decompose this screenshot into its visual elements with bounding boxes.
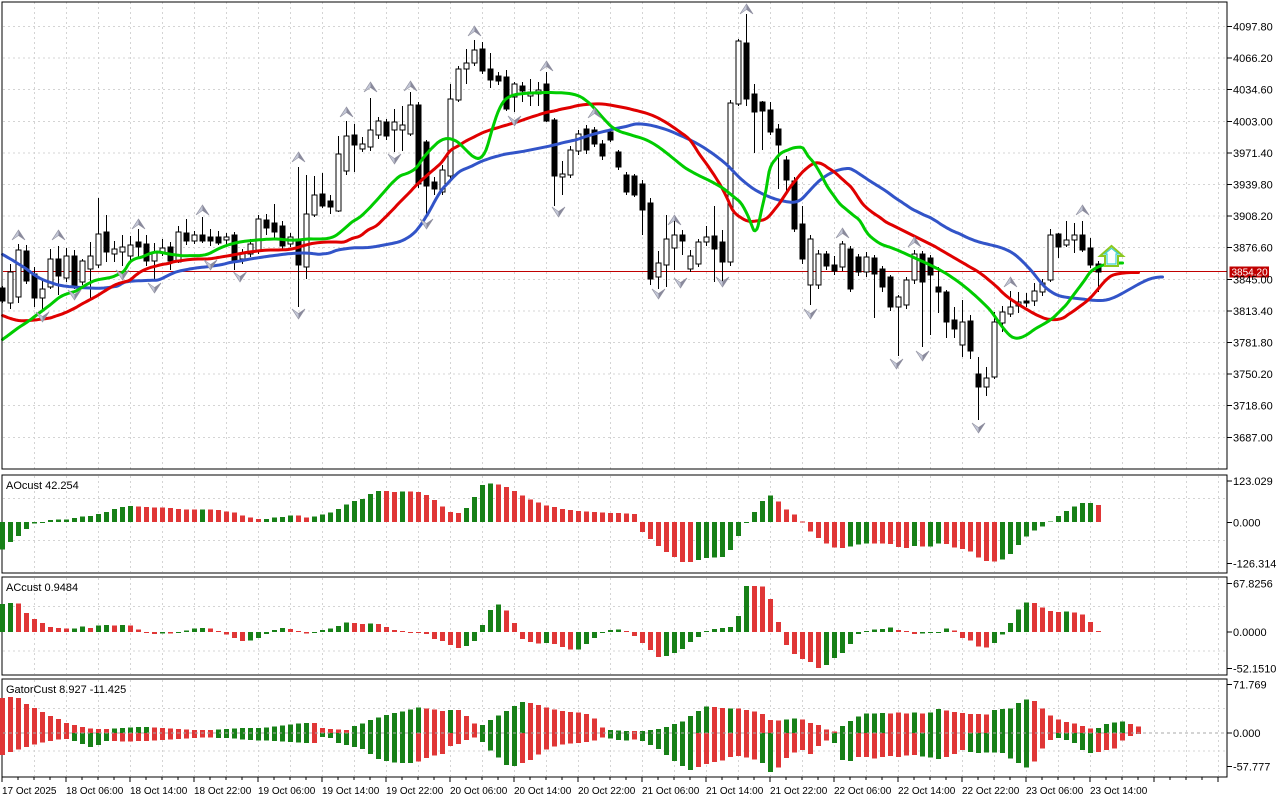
svg-text:3908.20: 3908.20 — [1233, 211, 1273, 223]
svg-text:-126.314: -126.314 — [1233, 559, 1276, 571]
svg-text:3750.20: 3750.20 — [1233, 369, 1273, 381]
svg-text:21 Oct 22:00: 21 Oct 22:00 — [770, 786, 828, 797]
svg-text:22 Oct 22:00: 22 Oct 22:00 — [962, 786, 1020, 797]
svg-text:18 Oct 14:00: 18 Oct 14:00 — [130, 786, 188, 797]
svg-text:21 Oct 06:00: 21 Oct 06:00 — [642, 786, 700, 797]
svg-text:3971.40: 3971.40 — [1233, 148, 1273, 160]
svg-text:22 Oct 06:00: 22 Oct 06:00 — [834, 786, 892, 797]
svg-text:0.0000: 0.0000 — [1233, 627, 1267, 639]
svg-text:3781.80: 3781.80 — [1233, 338, 1273, 350]
svg-text:71.769: 71.769 — [1233, 680, 1267, 692]
svg-text:20 Oct 14:00: 20 Oct 14:00 — [514, 786, 572, 797]
svg-text:ACcust 0.9484: ACcust 0.9484 — [6, 582, 78, 594]
svg-text:3845.00: 3845.00 — [1233, 274, 1273, 286]
svg-text:3718.60: 3718.60 — [1233, 401, 1273, 413]
svg-text:19 Oct 14:00: 19 Oct 14:00 — [322, 786, 380, 797]
svg-text:67.8256: 67.8256 — [1233, 579, 1273, 591]
svg-text:-52.1510: -52.1510 — [1233, 664, 1276, 676]
svg-text:19 Oct 06:00: 19 Oct 06:00 — [258, 786, 316, 797]
svg-text:3939.80: 3939.80 — [1233, 180, 1273, 192]
svg-text:123.029: 123.029 — [1233, 476, 1273, 488]
svg-text:4066.20: 4066.20 — [1233, 53, 1273, 65]
svg-text:18 Oct 06:00: 18 Oct 06:00 — [66, 786, 124, 797]
svg-text:20 Oct 06:00: 20 Oct 06:00 — [450, 786, 508, 797]
svg-text:22 Oct 14:00: 22 Oct 14:00 — [898, 786, 956, 797]
svg-text:20 Oct 22:00: 20 Oct 22:00 — [578, 786, 636, 797]
svg-text:0.000: 0.000 — [1233, 728, 1261, 740]
svg-text:4097.80: 4097.80 — [1233, 22, 1273, 34]
svg-text:4003.00: 4003.00 — [1233, 116, 1273, 128]
svg-text:18 Oct 22:00: 18 Oct 22:00 — [194, 786, 252, 797]
svg-text:3813.40: 3813.40 — [1233, 306, 1273, 318]
svg-text:3687.00: 3687.00 — [1233, 432, 1273, 444]
svg-text:GatorCust 8.927 -11.425: GatorCust 8.927 -11.425 — [6, 684, 126, 696]
svg-text:17 Oct 2025: 17 Oct 2025 — [2, 786, 57, 797]
svg-text:AOcust 42.254: AOcust 42.254 — [6, 480, 79, 492]
svg-text:23 Oct 14:00: 23 Oct 14:00 — [1090, 786, 1148, 797]
svg-text:19 Oct 22:00: 19 Oct 22:00 — [386, 786, 444, 797]
svg-text:0.000: 0.000 — [1233, 518, 1261, 530]
svg-text:-57.777: -57.777 — [1233, 762, 1270, 774]
svg-text:3876.60: 3876.60 — [1233, 243, 1273, 255]
svg-text:21 Oct 14:00: 21 Oct 14:00 — [706, 786, 764, 797]
svg-text:4034.60: 4034.60 — [1233, 85, 1273, 97]
svg-text:3854.20: 3854.20 — [1232, 268, 1269, 279]
svg-text:23 Oct 06:00: 23 Oct 06:00 — [1026, 786, 1084, 797]
